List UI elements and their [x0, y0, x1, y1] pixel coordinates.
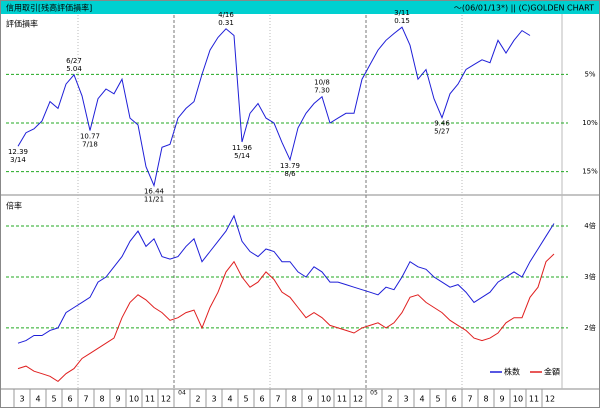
panel-title: 評価損率: [6, 19, 38, 29]
x-tick-label: 5: [243, 395, 248, 404]
y-tick-label: 4倍: [584, 221, 595, 230]
x-tick-label: 12: [353, 395, 363, 404]
x-tick-label: 8: [291, 395, 296, 404]
x-tick-label: 11: [529, 395, 539, 404]
y-tick-label: 10%: [582, 119, 598, 127]
annotation-date: 3/14: [10, 156, 26, 164]
x-tick-label: 3: [19, 395, 24, 404]
annotation-value: 0.15: [394, 17, 410, 25]
x-tick-label: 5: [435, 395, 440, 404]
annotation-value: 9.46: [434, 120, 450, 128]
y-tick-label: 15%: [582, 168, 598, 176]
annotation-value: 12.39: [8, 148, 28, 156]
y-tick-label: 5%: [584, 70, 595, 78]
x-tick-label: 2: [195, 395, 200, 404]
annotation-value: 0.31: [218, 19, 234, 27]
x-tick-label: 9: [499, 395, 504, 404]
x-tick-label: 4: [227, 395, 232, 404]
x-tick-label: 10: [321, 395, 331, 404]
x-tick-label: 04: [178, 390, 186, 397]
annotation-value: 10.77: [80, 132, 100, 140]
annotation-date: 5/27: [434, 128, 450, 136]
header-title: 信用取引[残高評価損率]: [6, 3, 92, 13]
annotation-value: 11.96: [232, 144, 253, 152]
x-tick-label: 6: [259, 395, 264, 404]
annotation-date: 10/8: [314, 79, 330, 87]
x-tick-label: 3: [403, 395, 408, 404]
annotation-value: 7.30: [314, 87, 330, 95]
x-tick-label: 10: [129, 395, 139, 404]
annotation-date: 8/6: [284, 170, 296, 178]
x-tick-label: 9: [307, 395, 312, 404]
x-tick-label: 11: [337, 395, 347, 404]
panel-title: 倍率: [6, 201, 22, 211]
x-tick-label: 12: [161, 395, 171, 404]
data-line: [17, 214, 555, 344]
annotation-date: 7/18: [82, 140, 98, 148]
x-tick-label: 8: [483, 395, 488, 404]
annotation-value: 5.04: [66, 65, 82, 73]
x-tick-label: 05: [370, 390, 378, 397]
x-tick-label: 12: [545, 395, 555, 404]
x-tick-label: 4: [35, 395, 40, 404]
legend-label: 株数: [504, 367, 520, 377]
x-tick-label: 7: [83, 395, 88, 404]
x-tick-label: 5: [51, 395, 56, 404]
y-tick-label: 2倍: [584, 323, 595, 332]
x-tick-label: 4: [419, 395, 424, 404]
annotation-value: 13.79: [280, 162, 300, 170]
annotation-value: 16.44: [144, 188, 165, 196]
x-tick-label: 6: [67, 395, 72, 404]
data-line: [17, 253, 555, 383]
y-tick-label: 3倍: [584, 272, 595, 281]
x-tick-label: 9: [115, 395, 120, 404]
x-tick-label: 11: [145, 395, 155, 404]
annotation-date: 3/11: [394, 9, 410, 17]
annotation-date: 11/21: [144, 196, 164, 204]
x-tick-label: 3: [211, 395, 216, 404]
x-tick-label: 10: [513, 395, 523, 404]
x-tick-label: 6: [451, 395, 456, 404]
x-tick-label: 7: [467, 395, 472, 404]
data-line: [17, 26, 531, 188]
x-tick-label: 2: [387, 395, 392, 404]
annotation-date: 4/16: [218, 11, 234, 19]
header-bar: [1, 1, 599, 14]
x-tick-label: 7: [275, 395, 280, 404]
x-tick-label: 8: [99, 395, 104, 404]
annotation-date: 5/14: [234, 152, 250, 160]
legend-label: 金額: [544, 367, 560, 377]
annotation-date: 6/27: [66, 57, 82, 65]
header-note: ～(06/01/13*) || (C)GOLDEN CHART: [454, 4, 594, 13]
